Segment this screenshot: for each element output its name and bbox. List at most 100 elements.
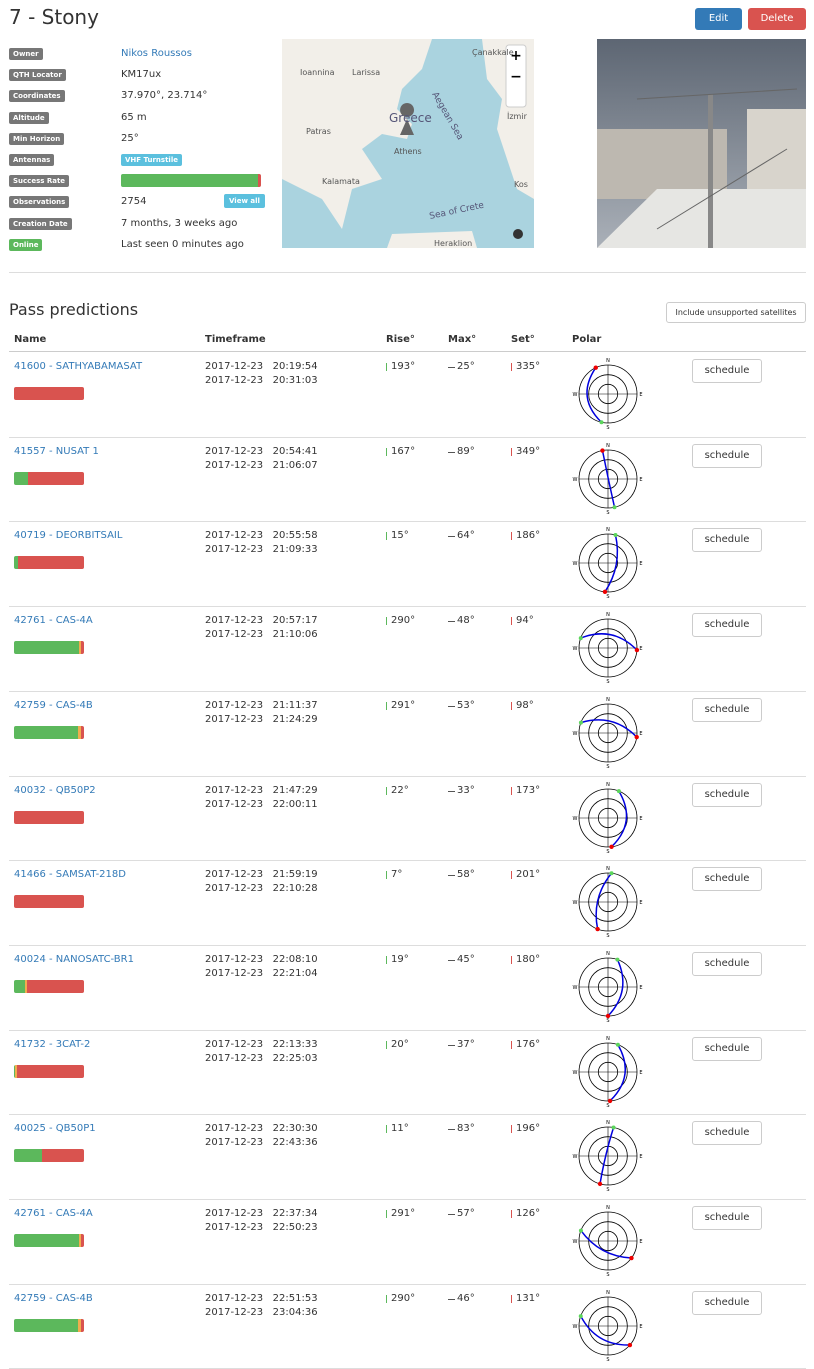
schedule-button[interactable]: schedule <box>692 1121 762 1146</box>
satellite-name[interactable]: 40024 - NANOSATC-BR1 <box>14 953 134 965</box>
polar-axes <box>579 1296 637 1355</box>
schedule-label: schedule <box>704 703 750 715</box>
schedule-label: schedule <box>704 957 750 969</box>
schedule-button[interactable]: schedule <box>692 359 762 383</box>
polar-label: W <box>573 646 578 652</box>
rise-icon <box>386 786 387 795</box>
rise-azimuth: 290° <box>391 615 416 627</box>
pass-track <box>580 719 638 738</box>
separator <box>9 272 806 273</box>
set-azimuth: 349° <box>516 445 541 457</box>
polar-label: W <box>573 816 578 822</box>
info-icon[interactable] <box>513 229 523 239</box>
bar-segment <box>14 1064 16 1078</box>
schedule-button[interactable]: schedule <box>692 867 762 892</box>
satellite-name[interactable]: 41600 - SATHYABAMASAT <box>14 361 143 372</box>
header-line <box>9 351 806 352</box>
info-value[interactable]: Nikos Roussos <box>121 48 192 59</box>
schedule-button[interactable]: schedule <box>692 1036 762 1061</box>
max-icon <box>448 621 455 623</box>
rise-point <box>578 720 583 725</box>
max-azimuth: 48° <box>457 615 475 627</box>
bar-segment <box>14 895 84 909</box>
schedule-button[interactable]: schedule <box>692 1290 762 1315</box>
schedule-button[interactable]: schedule <box>692 1206 762 1230</box>
satellite-name[interactable]: 41557 - NUSAT 1 <box>14 445 99 457</box>
bar-segment <box>28 471 84 485</box>
polar-label: S <box>606 764 609 768</box>
filter-button[interactable]: Include unsupported satellites <box>666 302 806 323</box>
info-label: Observations <box>9 196 70 209</box>
rise-azimuth: 291° <box>391 699 416 711</box>
set-azimuth: 180° <box>516 953 541 965</box>
schedule-button[interactable]: schedule <box>692 528 762 553</box>
success-bar <box>14 1318 84 1332</box>
map-label: Athens <box>394 147 422 156</box>
polar-label: N <box>606 782 610 788</box>
polar-axes <box>579 619 637 678</box>
rise-azimuth: 15° <box>391 530 409 542</box>
polar-label: E <box>639 900 642 906</box>
row-separator <box>9 775 806 777</box>
set-azimuth: 186° <box>516 530 541 542</box>
satellite-name[interactable]: 42759 - CAS-4B <box>14 1292 93 1304</box>
start-time: 2017-12-23 22:13:33 <box>205 1038 318 1050</box>
satellite-name[interactable]: 40025 - QB50P1 <box>14 1123 96 1135</box>
satellite-name[interactable]: 40719 - DEORBITSAIL <box>14 530 123 542</box>
map-label: Greece <box>389 111 432 125</box>
polar-label: E <box>639 1154 642 1160</box>
set-icon <box>511 532 512 541</box>
start-time: 2017-12-23 22:51:53 <box>205 1292 318 1304</box>
start-time: 2017-12-23 20:57:17 <box>205 615 318 627</box>
polar-label: W <box>573 1154 578 1160</box>
schedule-button[interactable]: schedule <box>692 782 762 807</box>
rise-point <box>578 1228 583 1233</box>
delete-button[interactable]: Delete <box>748 8 806 30</box>
schedule-label: schedule <box>704 619 750 631</box>
schedule-button[interactable]: schedule <box>692 951 762 976</box>
edit-button[interactable]: Edit <box>695 8 742 30</box>
pass-track <box>599 1127 615 1185</box>
zoom-in: + <box>510 48 522 64</box>
satellite-name[interactable]: 41466 - SAMSAT-218D <box>14 869 126 881</box>
satellite-name[interactable]: 40032 - QB50P2 <box>14 784 96 796</box>
satellite-name[interactable]: 42761 - CAS-4A <box>14 1208 93 1219</box>
end-time: 2017-12-23 22:21:04 <box>205 967 318 979</box>
filter-label: Include unsupported satellites <box>675 308 797 317</box>
schedule-button[interactable]: schedule <box>692 443 762 468</box>
satellite-name[interactable]: 42759 - CAS-4B <box>14 699 93 711</box>
success-bar <box>14 810 84 824</box>
zoom-out: − <box>510 69 522 85</box>
rise-icon <box>386 701 387 710</box>
polar-label: S <box>606 1103 609 1107</box>
max-icon <box>448 790 455 792</box>
satellite-name[interactable]: 41732 - 3CAT-2 <box>14 1038 91 1050</box>
set-point <box>634 647 640 653</box>
polar-axes <box>579 534 637 593</box>
schedule-button[interactable]: schedule <box>692 613 762 638</box>
polar-axes <box>579 873 637 932</box>
map-label: Patras <box>306 127 331 136</box>
rise-icon <box>386 363 387 371</box>
view-all-button[interactable]: View all <box>224 194 265 209</box>
polar-label: S <box>606 510 609 514</box>
bar-segment <box>258 174 261 188</box>
rise-azimuth: 20° <box>391 1038 409 1050</box>
schedule-button[interactable]: schedule <box>692 697 762 722</box>
satellite-name[interactable]: 42761 - CAS-4A <box>14 615 93 627</box>
polar-axes <box>579 365 637 423</box>
info-value: 37.970°, 23.714° <box>121 90 208 102</box>
start-time: 2017-12-23 22:37:34 <box>205 1208 318 1219</box>
bar-segment <box>81 641 84 655</box>
polar-label: N <box>606 1205 610 1211</box>
row-separator <box>9 436 806 438</box>
bar-segment <box>81 1318 84 1332</box>
info-value: 65 m <box>121 111 147 123</box>
rise-icon <box>386 447 387 456</box>
rise-azimuth: 290° <box>391 1292 416 1304</box>
zoom-control[interactable] <box>505 44 527 108</box>
polar-axes <box>579 788 637 847</box>
set-azimuth: 196° <box>516 1123 541 1135</box>
